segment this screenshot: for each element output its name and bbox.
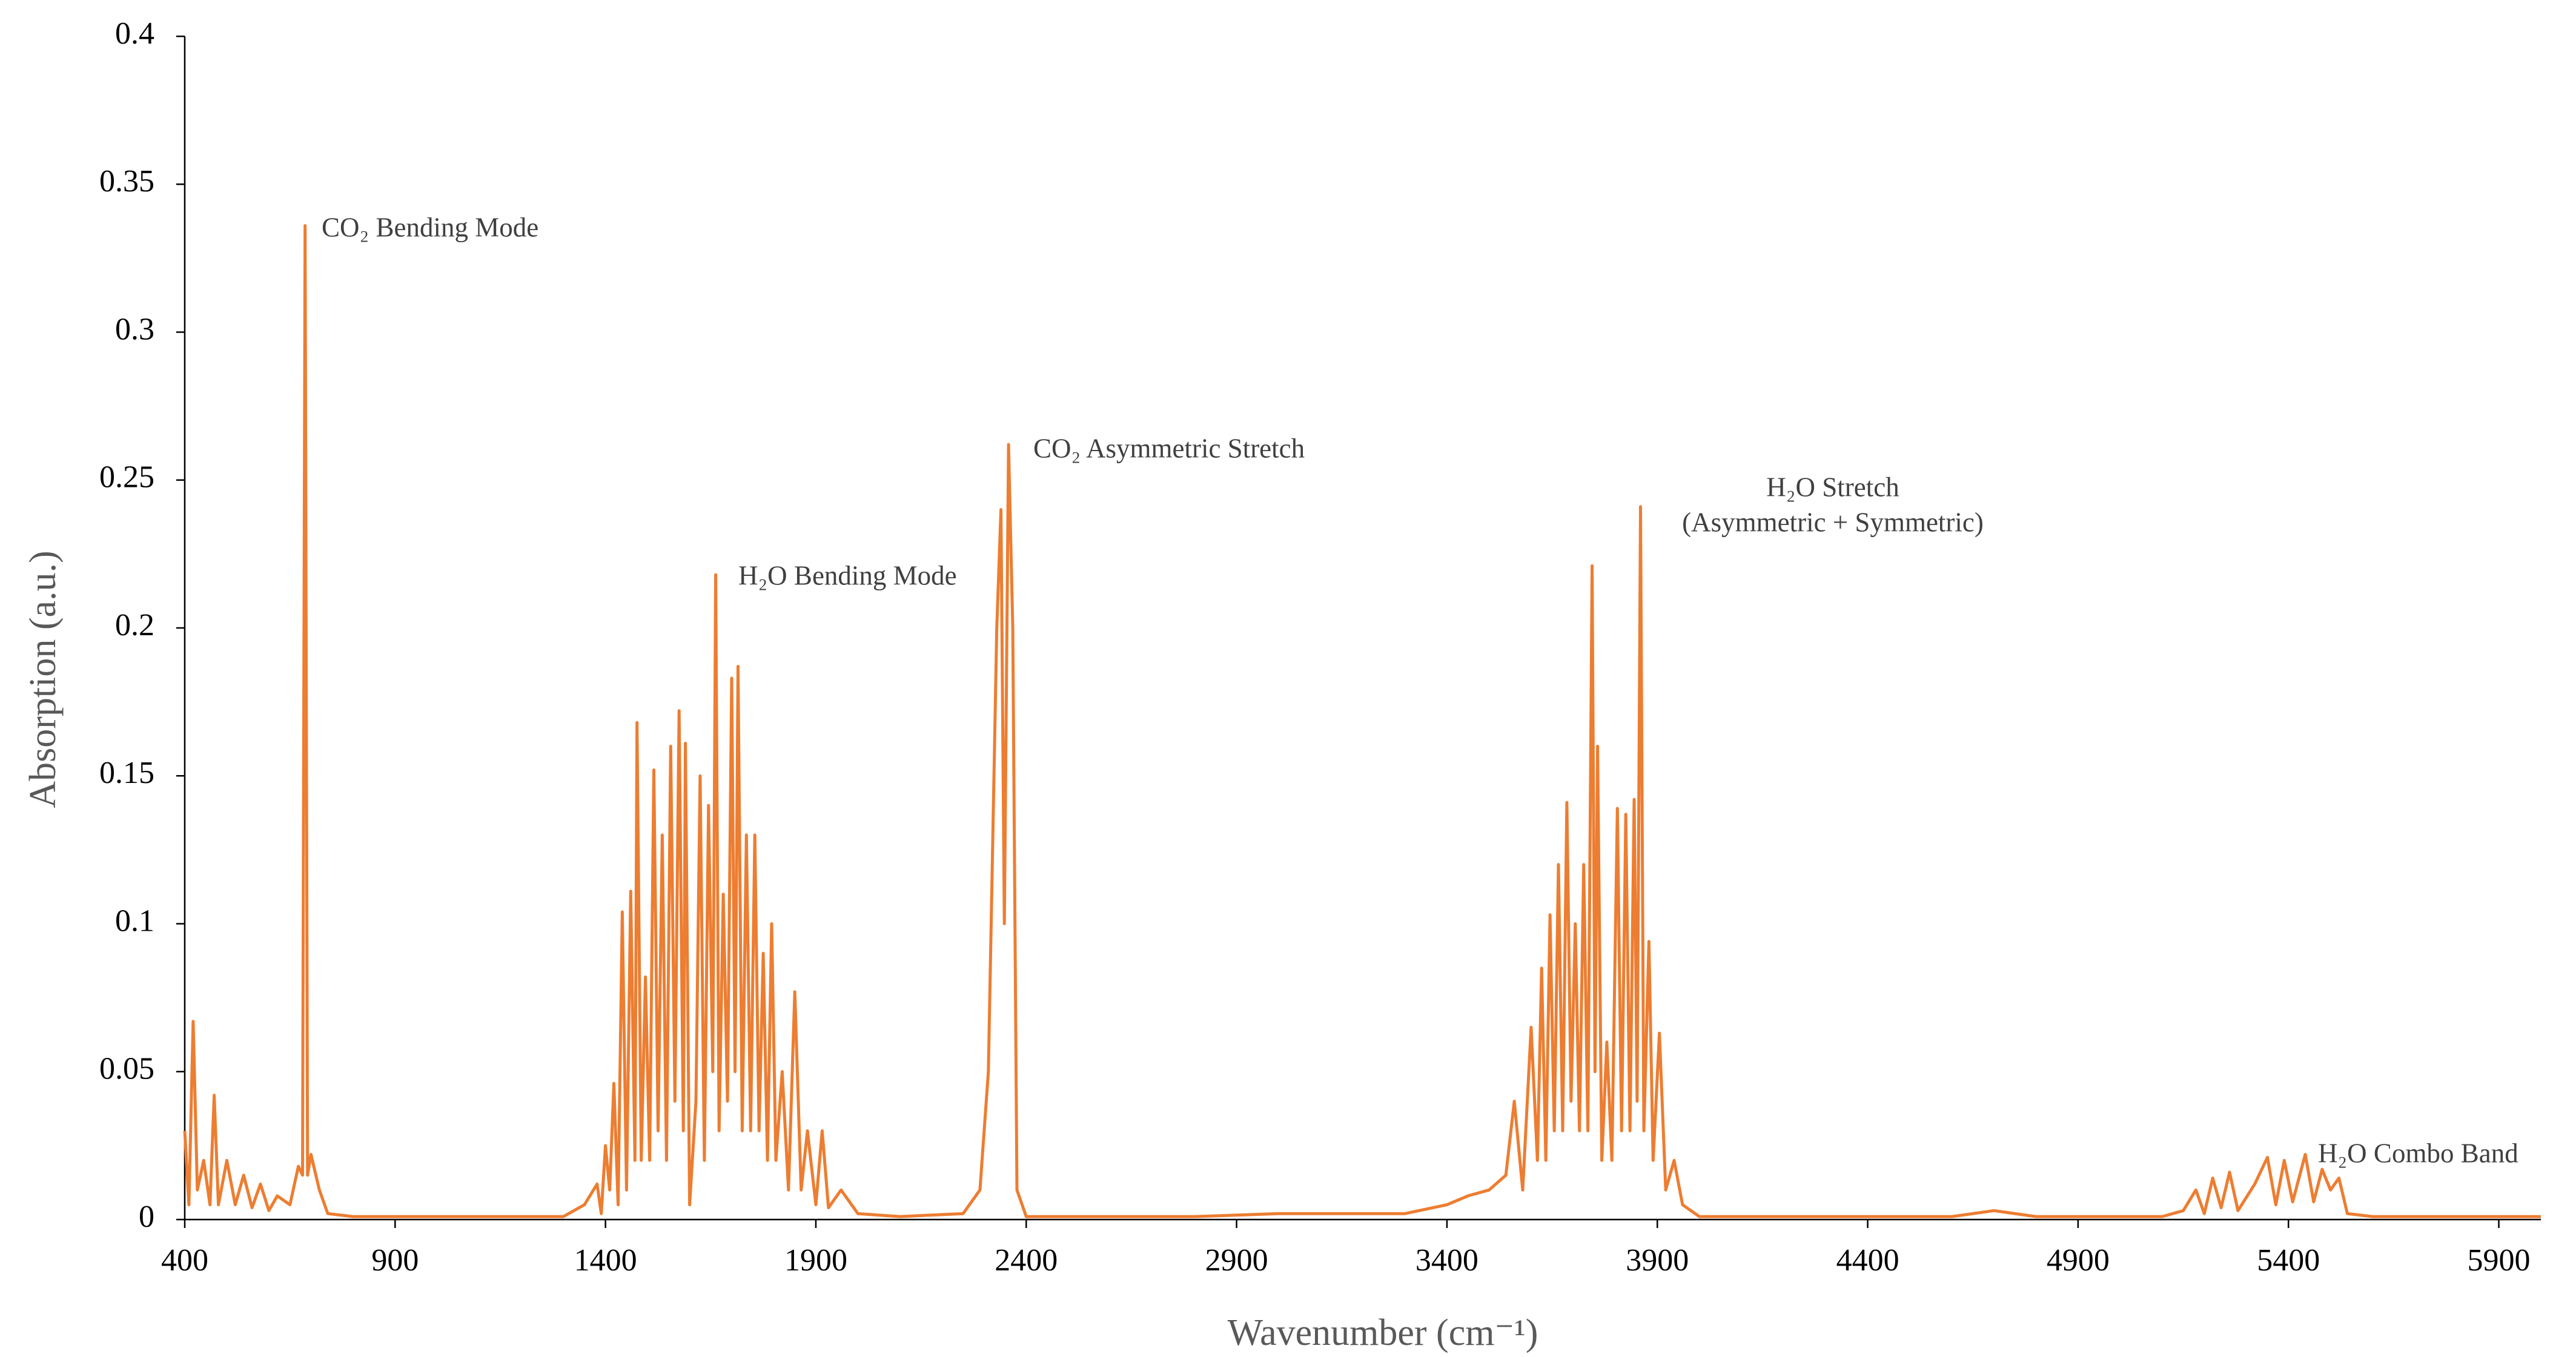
y-tick-label: 0.35: [99, 164, 154, 199]
spectrum-line: [183, 224, 2541, 1218]
x-tick-label: 3400: [1415, 1243, 1478, 1278]
x-tick-label: 2900: [1205, 1243, 1268, 1278]
y-tick-label: 0.2: [115, 608, 154, 642]
annotation: H₂O Bending Mode: [738, 560, 957, 590]
x-tick-label: 5400: [2257, 1243, 2320, 1278]
x-tick-label: 1400: [574, 1243, 637, 1278]
x-tick-label: 400: [161, 1243, 208, 1278]
x-tick-label: 900: [371, 1243, 419, 1278]
y-tick-label: 0.15: [99, 756, 154, 790]
annotation: H₂O Combo Band: [2318, 1138, 2518, 1168]
x-tick-label: 3900: [1626, 1243, 1689, 1278]
annotation: H₂O Stretch: [1766, 472, 1899, 502]
y-tick-label: 0: [139, 1200, 154, 1234]
x-tick-label: 5900: [2468, 1243, 2531, 1278]
y-tick-label: 0.3: [115, 312, 154, 346]
x-tick-label: 2400: [995, 1243, 1058, 1278]
annotation: CO₂ Bending Mode: [322, 212, 538, 242]
y-tick-label: 0.4: [115, 16, 154, 51]
y-tick-label: 0.1: [115, 903, 154, 938]
y-tick-label: 0.25: [99, 460, 154, 495]
annotation: CO₂ Asymmetric Stretch: [1033, 433, 1305, 463]
y-tick-label: 0.05: [99, 1052, 154, 1086]
x-tick-label: 4900: [2047, 1243, 2110, 1278]
y-axis-title: Absorption (a.u.): [22, 550, 64, 808]
x-tick-label: 4400: [1836, 1243, 1899, 1278]
x-axis-title: Wavenumber (cm⁻¹): [1228, 1312, 1538, 1353]
x-tick-label: 1900: [784, 1243, 847, 1278]
annotation: (Asymmetric + Symmetric): [1682, 507, 1984, 537]
